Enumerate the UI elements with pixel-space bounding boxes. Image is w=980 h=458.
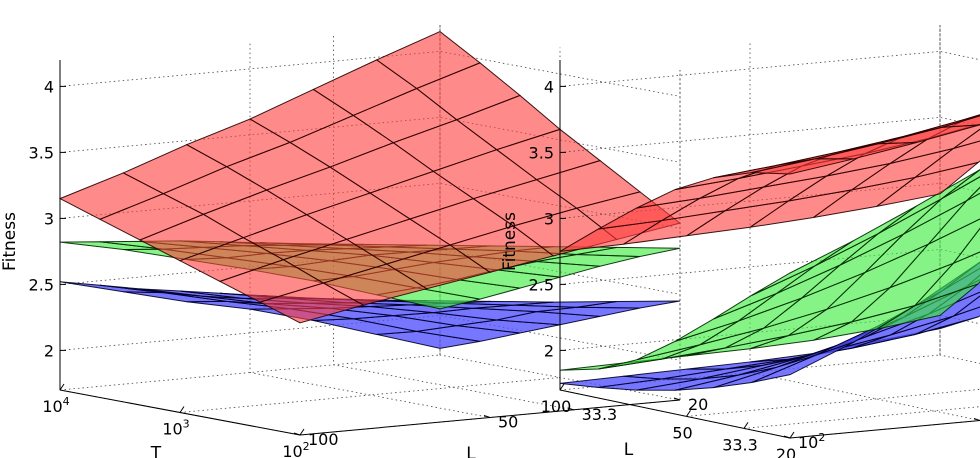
right-v-tick: [783, 435, 791, 439]
right-z-gridline: [559, 248, 980, 285]
right-z-tick-label: 2.5: [529, 275, 554, 294]
left-v-tick-label: 50: [498, 413, 518, 432]
right-v-tick: [973, 418, 980, 421]
left-v-tick-label: 33.3: [582, 405, 618, 424]
left-v-tick: [483, 415, 491, 418]
left-labels: 2 2.5 3 3.5 4 Fitness 104 103 102 T 20 33.3 50 100 L: [0, 77, 708, 458]
right-u-gridline: [686, 388, 980, 417]
left-u-tick: [179, 406, 185, 413]
left-v-tick: [293, 432, 301, 436]
left-surface-red-patch: [258, 282, 365, 324]
left-v-tick: [567, 407, 574, 411]
right-z-tick-label: 4: [544, 77, 554, 96]
right-surface-red: [559, 114, 980, 252]
right-u-axis: [559, 389, 791, 439]
right-z-tick-label: 3.5: [529, 143, 554, 162]
left-v-tick-label: 20: [688, 395, 708, 414]
right-surface-green-patch: [751, 240, 854, 296]
left-u-tick: [59, 383, 65, 391]
right-u-tick: [743, 422, 749, 429]
right-u-tick-label: 50: [672, 423, 692, 442]
right-z-tick-label: 2: [544, 341, 554, 360]
right-z-axis-label: Fitness: [500, 212, 520, 271]
right-u-axis-label: L: [624, 440, 634, 458]
right-u-tick: [789, 431, 795, 439]
left-u-gridline: [59, 25, 441, 391]
left-z-tick-label: 4: [44, 77, 54, 96]
right-u-tick-label: 20: [776, 445, 796, 458]
left-u-tick-label: 103: [162, 418, 189, 439]
right-u-tick-label: 100: [541, 397, 572, 416]
left-z-axis-label: Fitness: [0, 212, 20, 271]
left-z-gridline: [59, 248, 681, 295]
left-u-tick: [299, 428, 305, 436]
left-z-gridline: [59, 116, 681, 163]
left-surface-plot: 2 2.5 3 3.5 4 Fitness 104 103 102 T 20 33.3 50 100 L: [0, 25, 708, 458]
left-axes: [59, 60, 681, 436]
left-v-axis-label: L: [466, 444, 476, 458]
left-u-tick-label: 102: [282, 440, 309, 458]
right-surface-red-patch: [751, 158, 854, 175]
right-u-tick: [686, 410, 691, 417]
right-axes: [559, 60, 980, 439]
left-z-gridline: [59, 314, 681, 361]
right-surface-red-patch: [966, 114, 980, 120]
right-v-tick-label: 102: [798, 431, 825, 452]
left-z-tick-label: 2.5: [29, 275, 54, 294]
left-z-tick-label: 3.5: [29, 143, 54, 162]
right-surfaces: [559, 114, 980, 391]
left-u-tick-label: 104: [42, 395, 69, 416]
right-z-gridline: [559, 50, 980, 87]
left-surface-red: [58, 31, 682, 324]
right-z-tick-label: 3: [544, 209, 554, 228]
left-z-gridline: [59, 50, 681, 97]
right-surface-green: [559, 169, 980, 371]
right-u-gridline: [743, 406, 980, 429]
left-v-tick-label: 100: [308, 430, 339, 449]
left-z-tick-label: 3: [44, 209, 54, 228]
left-v-tick: [673, 397, 681, 401]
right-surface-blue-patch: [751, 341, 854, 383]
right-v-axis: [789, 419, 980, 439]
left-u-axis-label: T: [150, 443, 162, 458]
left-u-gridline: [179, 47, 561, 413]
right-u-tick-label: 33.3: [722, 435, 758, 454]
right-u-tick: [559, 383, 565, 391]
left-z-tick-label: 2: [44, 341, 54, 360]
right-z-gridline: [559, 116, 980, 153]
left-surfaces: [58, 31, 682, 349]
